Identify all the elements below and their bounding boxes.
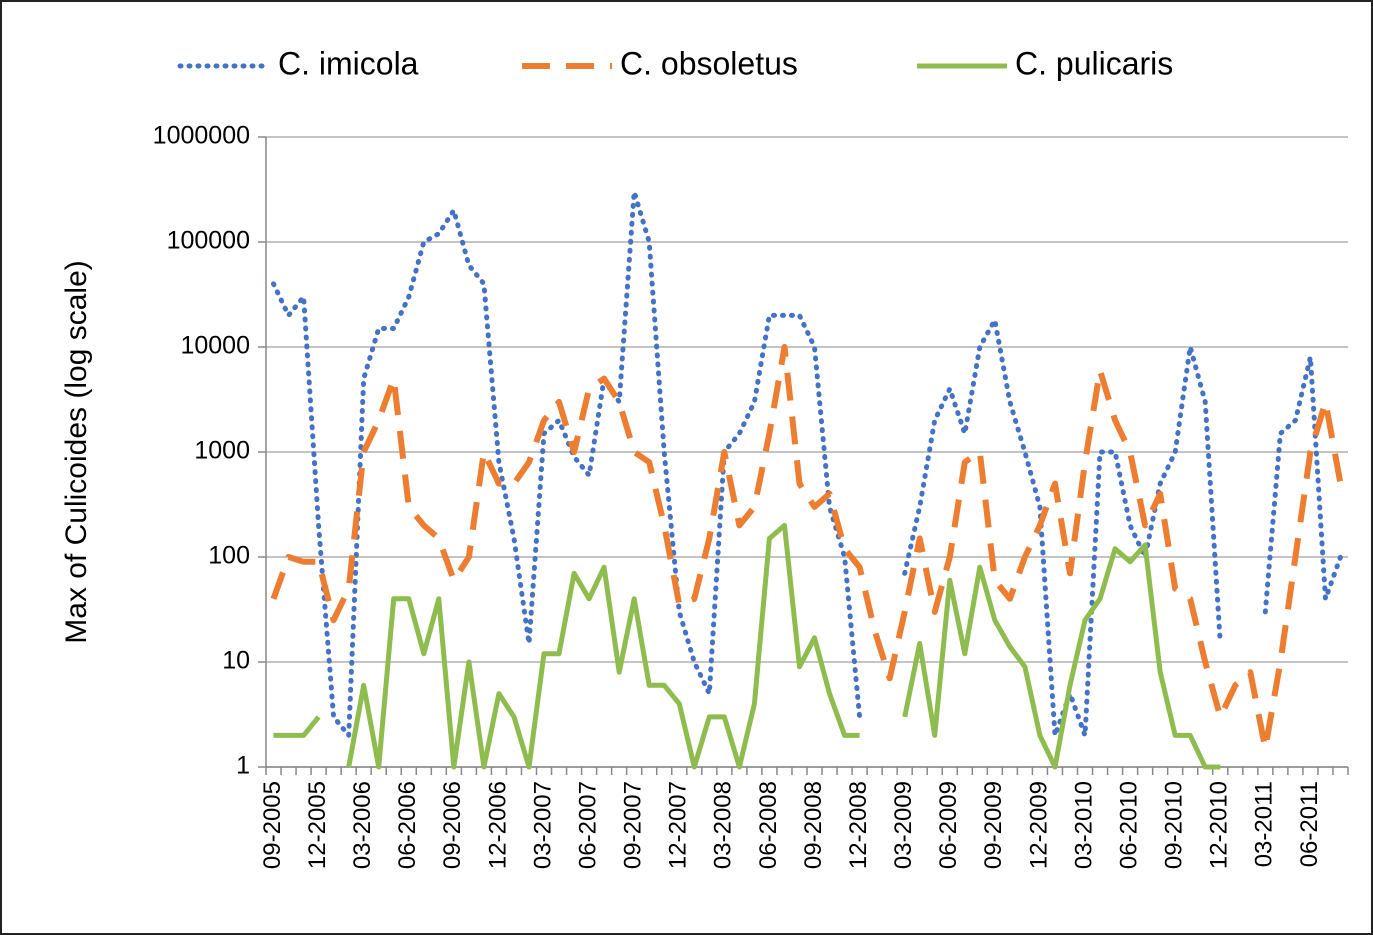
x-tick-label: 06-2006 bbox=[394, 781, 421, 869]
x-tick-label: 03-2011 bbox=[1251, 781, 1278, 867]
x-tick-label: 06-2008 bbox=[755, 781, 782, 869]
x-tick-label: 12-2006 bbox=[484, 781, 511, 869]
x-tick-label: 09-2006 bbox=[439, 781, 466, 869]
legend-label: C. imicola bbox=[278, 45, 419, 81]
y-tick-label: 1 bbox=[236, 752, 250, 780]
x-tick-label: 03-2010 bbox=[1070, 781, 1097, 869]
x-tick-label: 12-2009 bbox=[1025, 781, 1052, 869]
x-tick-label: 09-2009 bbox=[980, 781, 1007, 869]
series-line bbox=[270, 344, 1344, 752]
y-tick-label: 10000 bbox=[180, 332, 250, 360]
x-tick-label: 09-2008 bbox=[800, 781, 827, 869]
x-tick-label: 12-2010 bbox=[1206, 781, 1233, 869]
x-tick-label: 06-2007 bbox=[574, 781, 601, 869]
x-tick-label: 12-2007 bbox=[665, 781, 692, 869]
x-tick-label: 06-2009 bbox=[935, 781, 962, 869]
x-tick-label: 03-2009 bbox=[890, 781, 917, 869]
x-tick-label: 09-2007 bbox=[620, 781, 647, 869]
x-tick-label: 12-2008 bbox=[845, 781, 872, 869]
y-tick-label: 10 bbox=[222, 647, 250, 675]
x-tick-label: 09-2010 bbox=[1161, 781, 1188, 869]
x-tick-label: 03-2006 bbox=[349, 781, 376, 869]
x-tick-label: 09-2005 bbox=[259, 781, 286, 869]
y-tick-label: 100000 bbox=[167, 227, 250, 255]
x-tick-label: 03-2008 bbox=[710, 781, 737, 869]
y-tick-label: 100 bbox=[208, 542, 250, 570]
y-tick-label: 1000000 bbox=[153, 122, 250, 150]
x-tick-label: 12-2005 bbox=[304, 781, 331, 869]
x-tick-label: 06-2011 bbox=[1296, 781, 1323, 867]
legend-label: C. pulicaris bbox=[1015, 45, 1173, 81]
y-axis-label: Max of Culicoides (log scale) bbox=[60, 260, 93, 643]
y-tick-label: 1000 bbox=[194, 437, 250, 465]
legend-label: C. obsoletus bbox=[620, 45, 798, 81]
series-line bbox=[273, 522, 1221, 770]
x-tick-label: 06-2010 bbox=[1115, 781, 1142, 869]
x-tick-label: 03-2007 bbox=[529, 781, 556, 869]
